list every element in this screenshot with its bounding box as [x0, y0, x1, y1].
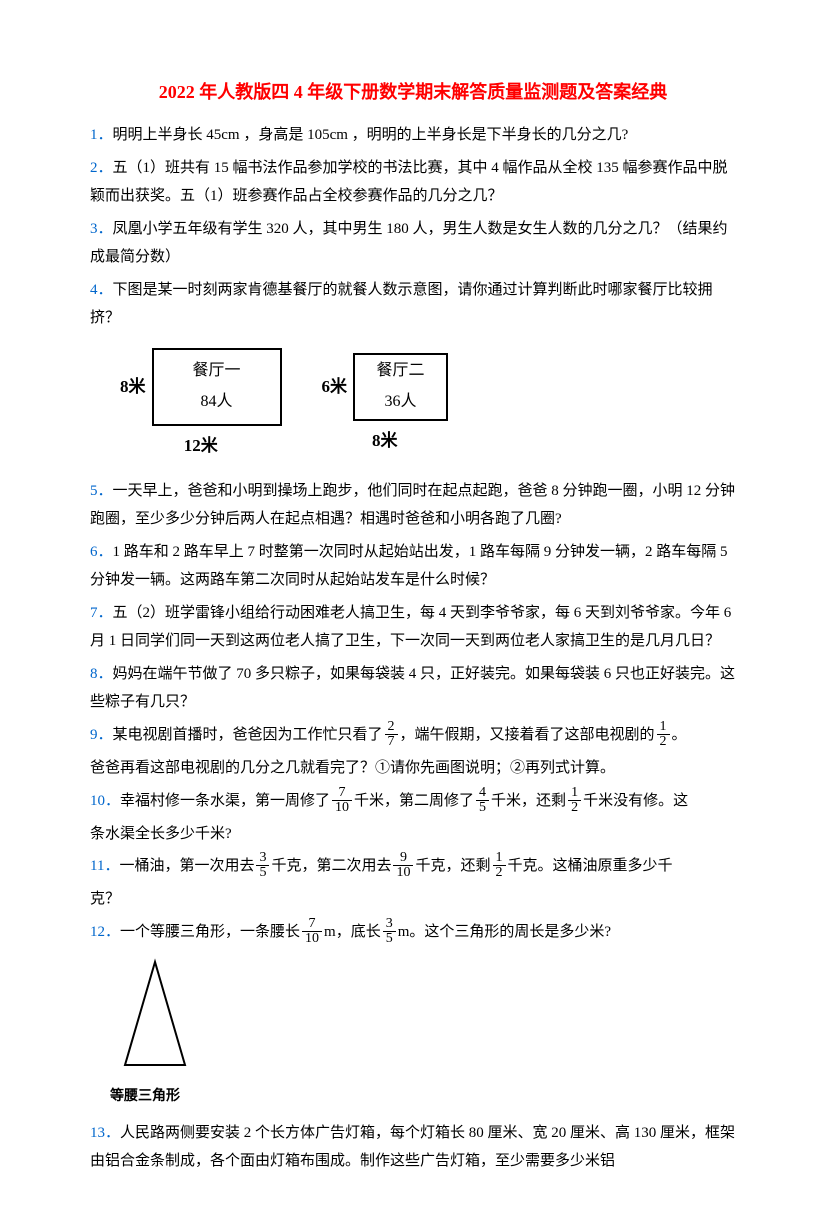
question-10b: 条水渠全长多少千米? — [90, 820, 736, 849]
box1-rect: 餐厅一 84人 — [152, 348, 282, 426]
q-num: 10． — [90, 793, 120, 809]
q-num: 2． — [90, 160, 113, 176]
q-text: 千米，还剩 — [491, 793, 566, 809]
triangle-label: 等腰三角形 — [110, 1084, 736, 1111]
triangle-diagram: 等腰三角形 — [110, 957, 736, 1111]
question-8: 8．妈妈在端午节做了 70 多只粽子，如果每袋装 4 只，正好装完。如果每袋装 … — [90, 660, 736, 717]
question-13: 13．人民路两侧要安装 2 个长方体广告灯箱，每个灯箱长 80 厘米、宽 20 … — [90, 1119, 736, 1176]
q-text: 千米没有修。这 — [583, 793, 688, 809]
question-9b: 爸爸再看这部电视剧的几分之几就看完了？①请你先画图说明；②再列式计算。 — [90, 754, 736, 783]
q-text: 千克。这桶油原重多少千 — [508, 858, 673, 874]
question-2: 2．五（1）班共有 15 幅书法作品参加学校的书法比赛，其中 4 幅作品从全校 … — [90, 154, 736, 211]
q-text: 1 路车和 2 路车早上 7 时整第一次同时从起始站出发，1 路车每隔 9 分钟… — [90, 544, 728, 589]
q-text: 千克，还剩 — [415, 858, 490, 874]
q-text: 五（1）班共有 15 幅书法作品参加学校的书法比赛，其中 4 幅作品从全校 13… — [90, 160, 728, 205]
question-4: 4．下图是某一时刻两家肯德基餐厅的就餐人数示意图，请你通过计算判断此时哪家餐厅比… — [90, 276, 736, 333]
fraction-4-5: 45 — [476, 786, 489, 815]
fraction-1-2: 12 — [657, 720, 670, 749]
q-text: 五（2）班学雷锋小组给行动困难老人搞卫生，每 4 天到李爷爷家，每 6 天到刘爷… — [90, 605, 731, 650]
q-text: 明明上半身长 45cm ，身高是 105cm ，明明的上半身长是下半身长的几分之… — [113, 127, 629, 143]
fraction-1-2c: 12 — [493, 851, 506, 880]
question-6: 6．1 路车和 2 路车早上 7 时整第一次同时从起始站出发，1 路车每隔 9 … — [90, 538, 736, 595]
q-num: 11． — [90, 858, 119, 874]
question-1: 1．明明上半身长 45cm ，身高是 105cm ，明明的上半身长是下半身长的几… — [90, 121, 736, 150]
q-text: 一桶油，第一次用去 — [119, 858, 254, 874]
question-12: 12．一个等腰三角形，一条腰长710m，底长35m。这个三角形的周长是多少米? — [90, 918, 736, 947]
q-text: m。这个三角形的周长是多少米? — [398, 924, 611, 940]
q-text: 下图是某一时刻两家肯德基餐厅的就餐人数示意图，请你通过计算判断此时哪家餐厅比较拥… — [90, 282, 713, 327]
triangle-icon — [110, 957, 200, 1072]
q-text: 一个等腰三角形，一条腰长 — [120, 924, 300, 940]
q-text: 凤凰小学五年级有学生 320 人，其中男生 180 人，男生人数是女生人数的几分… — [90, 221, 728, 266]
q-text: m，底长 — [324, 924, 381, 940]
fraction-3-5b: 35 — [383, 917, 396, 946]
question-11: 11．一桶油，第一次用去35千克，第二次用去910千克，还剩12千克。这桶油原重… — [90, 852, 736, 881]
q-num: 4． — [90, 282, 113, 298]
q-text: 条水渠全长多少千米? — [90, 826, 232, 842]
question-9: 9．某电视剧首播时，爸爸因为工作忙只看了27，端午假期，又接着看了这部电视剧的1… — [90, 721, 736, 750]
question-10: 10．幸福村修一条水渠，第一周修了710千米，第二周修了45千米，还剩12千米没… — [90, 787, 736, 816]
question-5: 5．一天早上，爸爸和小明到操场上跑步，他们同时在起点起跑，爸爸 8 分钟跑一圈，… — [90, 477, 736, 534]
box2-line1: 餐厅二 — [376, 356, 424, 386]
box1-line2: 84人 — [200, 387, 232, 417]
fraction-7-10b: 710 — [302, 917, 322, 946]
q-text: 人民路两侧要安装 2 个长方体广告灯箱，每个灯箱长 80 厘米、宽 20 厘米、… — [90, 1125, 735, 1170]
q-num: 13． — [90, 1125, 120, 1141]
q-text: 幸福村修一条水渠，第一周修了 — [120, 793, 330, 809]
q-num: 12． — [90, 924, 120, 940]
q-text: 千克，第二次用去 — [271, 858, 391, 874]
q-num: 7． — [90, 605, 113, 621]
q-num: 5． — [90, 483, 113, 499]
fraction-7-10: 710 — [332, 786, 352, 815]
box2-bottom-label: 8米 — [372, 425, 398, 457]
restaurant-diagram: 8米 餐厅一 84人 12米 6米 餐厅二 36人 8米 — [120, 348, 736, 462]
fraction-3-5: 35 — [256, 851, 269, 880]
restaurant-box-2: 6米 餐厅二 36人 8米 — [322, 353, 449, 457]
q-num: 8． — [90, 666, 113, 682]
q-num: 6． — [90, 544, 113, 560]
q-text: 克？ — [90, 891, 120, 907]
question-11b: 克？ — [90, 885, 736, 914]
box1-line1: 餐厅一 — [192, 356, 240, 386]
question-3: 3．凤凰小学五年级有学生 320 人，其中男生 180 人，男生人数是女生人数的… — [90, 215, 736, 272]
fraction-9-10: 910 — [393, 851, 413, 880]
box1-bottom-label: 12米 — [184, 430, 218, 462]
box2-rect: 餐厅二 36人 — [353, 353, 448, 421]
fraction-2-7: 27 — [385, 720, 398, 749]
q-text: 某电视剧首播时，爸爸因为工作忙只看了 — [113, 727, 383, 743]
q-text: ，端午假期，又接着看了这部电视剧的 — [400, 727, 655, 743]
q-num: 3． — [90, 221, 113, 237]
q-num: 1． — [90, 127, 113, 143]
restaurant-box-1: 8米 餐厅一 84人 12米 — [120, 348, 282, 462]
box1-side-label: 8米 — [120, 371, 146, 403]
q-num: 9． — [90, 727, 113, 743]
q-text: 一天早上，爸爸和小明到操场上跑步，他们同时在起点起跑，爸爸 8 分钟跑一圈，小明… — [90, 483, 735, 528]
fraction-1-2b: 12 — [568, 786, 581, 815]
q-text: 千米，第二周修了 — [354, 793, 474, 809]
q-text: 爸爸再看这部电视剧的几分之几就看完了？①请你先画图说明；②再列式计算。 — [90, 760, 615, 776]
page-title: 2022 年人教版四 4 年级下册数学期末解答质量监测题及答案经典 — [90, 75, 736, 109]
question-7: 7．五（2）班学雷锋小组给行动困难老人搞卫生，每 4 天到李爷爷家，每 6 天到… — [90, 599, 736, 656]
box2-line2: 36人 — [384, 387, 416, 417]
q-text: 妈妈在端午节做了 70 多只粽子，如果每袋装 4 只，正好装完。如果每袋装 6 … — [90, 666, 735, 711]
box2-side-label: 6米 — [322, 371, 348, 403]
q-text: 。 — [672, 727, 687, 743]
